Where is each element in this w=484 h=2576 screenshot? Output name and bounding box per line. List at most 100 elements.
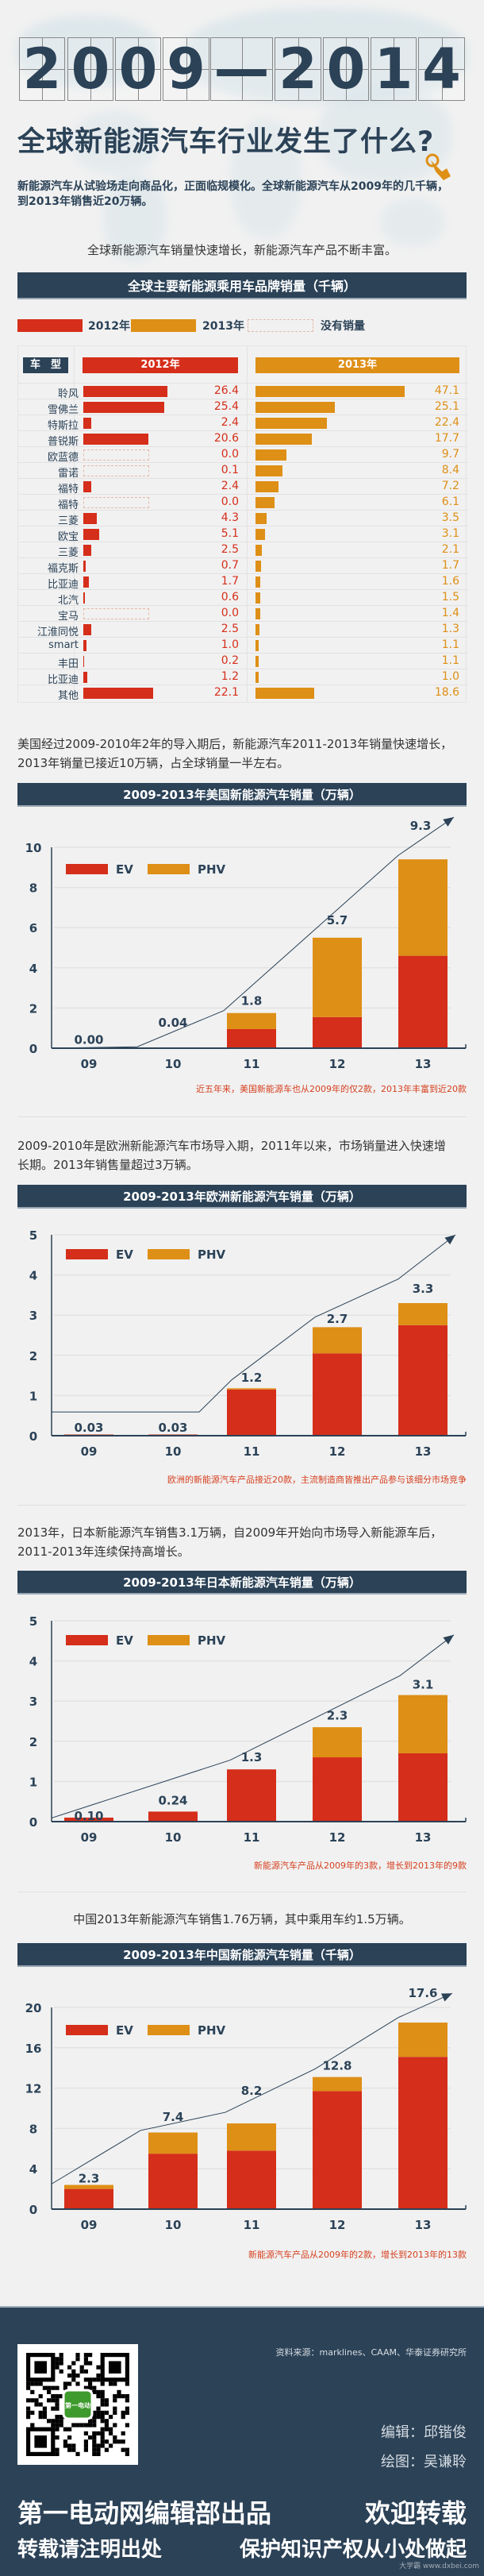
model-name: 比亚迪 bbox=[47, 579, 79, 591]
value-2013: 1.0 bbox=[441, 670, 459, 683]
bar-ev-13 bbox=[398, 1325, 448, 1436]
bar-2013 bbox=[255, 497, 275, 508]
model-name: 北汽 bbox=[57, 595, 79, 607]
table-row: 比亚迪 1.2 1.0 bbox=[18, 669, 467, 686]
bar-ev-11 bbox=[227, 1028, 276, 1048]
editor-credit: 编辑：邱锴俊 bbox=[381, 2424, 467, 2441]
table-row: 雷诺 0.1 8.4 bbox=[18, 462, 467, 480]
model-name: 其他 bbox=[57, 690, 79, 702]
table-row: 欧宝 5.1 3.1 bbox=[18, 526, 467, 543]
value-2012: 0.7 bbox=[221, 559, 239, 572]
y-tick-label: 3 bbox=[29, 1695, 37, 1709]
legend-swatch-none bbox=[248, 319, 313, 332]
legend-label-phv: PHV bbox=[198, 1633, 226, 1648]
bar-2012 bbox=[83, 434, 149, 445]
table-row: 福克斯 0.7 1.7 bbox=[18, 557, 467, 575]
trend-line bbox=[51, 1992, 453, 2185]
x-tick-label: 09 bbox=[81, 1057, 98, 1071]
trend-line bbox=[51, 1634, 455, 1818]
bar-phv-12 bbox=[313, 2077, 362, 2092]
legend-label-phv: PHV bbox=[198, 1248, 226, 1262]
trend-line bbox=[51, 816, 455, 1049]
bar-2012 bbox=[83, 418, 91, 429]
title-digit: 1 bbox=[371, 37, 417, 101]
jp-chart-title: 2009-2013年日本新能源汽车销量（万辆） bbox=[17, 1571, 467, 1595]
data-label: 2.3 bbox=[79, 2172, 100, 2186]
bar-phv-13 bbox=[398, 859, 448, 956]
legend-label-2013: 2013年 bbox=[202, 320, 244, 333]
legend-swatch-ev bbox=[66, 864, 108, 874]
slogan-line-2: 转载请注明出处 保护知识产权从小处做起 bbox=[17, 2538, 467, 2562]
title-digit: 9 bbox=[163, 37, 209, 101]
bar-2013 bbox=[255, 608, 260, 619]
intro-line: 新能源汽车从试验场走向商品化，正面临规模化。全球新能源汽车从2009年的几千辆， bbox=[17, 180, 448, 193]
eu-description: 2009-2010年是欧洲新能源汽车市场导入期，2011年以来，市场销量进入快速… bbox=[17, 1139, 446, 1172]
table-row: 雪佛兰 25.4 25.1 bbox=[18, 399, 467, 416]
legend-swatch-phv bbox=[148, 864, 190, 874]
data-label: 3.3 bbox=[413, 1282, 434, 1296]
x-tick-label: 10 bbox=[165, 1057, 182, 1071]
value-2012: 0.2 bbox=[221, 654, 239, 667]
data-label: 9.3 bbox=[410, 819, 432, 833]
value-2013: 8.4 bbox=[441, 464, 459, 476]
model-name: 三菱 bbox=[57, 515, 79, 527]
illustrator-credit: 绘图：吴谦聆 bbox=[381, 2454, 467, 2470]
legend-label-ev: EV bbox=[116, 1248, 133, 1262]
eu-chart-note: 欧洲的新能源汽车产品接近20款，主流制造商皆推出产品参与该细分市场竞争 bbox=[167, 1475, 467, 1485]
page-subtitle: 全球新能源汽车行业发生了什么? bbox=[17, 126, 435, 158]
bar-2013 bbox=[255, 465, 282, 476]
table-row: 三菱 4.3 3.5 bbox=[18, 510, 467, 527]
bar-ev-10 bbox=[148, 2154, 198, 2209]
bar-phv-12 bbox=[313, 1327, 362, 1354]
value-2013: 9.7 bbox=[441, 448, 459, 461]
data-label: 0.10 bbox=[74, 1809, 103, 1823]
footer: 第一电动 资料来源：marklines、CAAM、华泰证券研究所 编辑：邱锴俊 … bbox=[0, 2306, 484, 2576]
table-row: 普锐斯 20.6 17.7 bbox=[18, 430, 467, 448]
y-tick-label: 0 bbox=[29, 1429, 37, 1444]
cn-chart-title: 2009-2013年中国新能源汽车销量（千辆） bbox=[17, 1943, 467, 1967]
qr-code[interactable]: 第一电动 bbox=[17, 2344, 138, 2465]
value-2013: 1.1 bbox=[441, 654, 459, 667]
bar-phv-11 bbox=[227, 1388, 276, 1390]
value-2012: 22.1 bbox=[213, 686, 239, 699]
value-2012: 0.0 bbox=[221, 607, 239, 619]
y-tick-label: 4 bbox=[29, 1269, 37, 1283]
us-description: 美国经过2009-2010年2年的导入期后，新能源汽车2011-2013年销量快… bbox=[17, 737, 453, 770]
x-tick-label: 13 bbox=[415, 1830, 432, 1845]
x-tick-label: 11 bbox=[244, 1444, 260, 1459]
bar-2013 bbox=[255, 672, 259, 683]
legend-label-ev: EV bbox=[116, 2023, 133, 2038]
table-row: 宝马 0.0 1.4 bbox=[18, 605, 467, 623]
x-tick-label: 11 bbox=[244, 1057, 260, 1071]
y-tick-label: 10 bbox=[25, 841, 42, 855]
data-label: 3.1 bbox=[413, 1677, 434, 1691]
table-row: 江淮同悦 2.5 1.3 bbox=[18, 621, 467, 638]
trend-arrow-icon bbox=[441, 1993, 452, 2002]
y-tick-label: 12 bbox=[25, 2082, 42, 2096]
bar-2013 bbox=[255, 402, 336, 413]
bar-2012 bbox=[83, 577, 89, 588]
pointing-hand-icon bbox=[425, 153, 451, 180]
data-label: 0.24 bbox=[158, 1794, 187, 1808]
bar-2012 bbox=[83, 688, 154, 699]
no-sales-box bbox=[83, 608, 149, 619]
bar-2013 bbox=[255, 529, 266, 540]
watermark: 大学霸 www.dxbei.com bbox=[399, 2563, 479, 2570]
value-2012: 2.4 bbox=[221, 480, 239, 492]
bar-ev-12 bbox=[313, 2091, 362, 2209]
title-digit: 4 bbox=[418, 37, 465, 101]
model-name: 欧宝 bbox=[57, 531, 79, 543]
trend-line bbox=[52, 1234, 456, 1413]
bar-ev-10 bbox=[148, 1811, 198, 1822]
model-name: 福克斯 bbox=[47, 563, 79, 575]
bar-2013 bbox=[255, 418, 327, 429]
bar-2013 bbox=[255, 688, 315, 699]
bar-2013 bbox=[255, 624, 260, 635]
column-header-2013: 2013年 bbox=[255, 357, 459, 373]
value-2013: 7.2 bbox=[441, 480, 459, 492]
bar-phv-10 bbox=[148, 2132, 198, 2154]
x-tick-label: 10 bbox=[165, 1444, 182, 1459]
eu-chart-title: 2009-2013年欧洲新能源汽车销量（万辆） bbox=[17, 1185, 467, 1209]
bar-phv-11 bbox=[227, 2123, 276, 2151]
